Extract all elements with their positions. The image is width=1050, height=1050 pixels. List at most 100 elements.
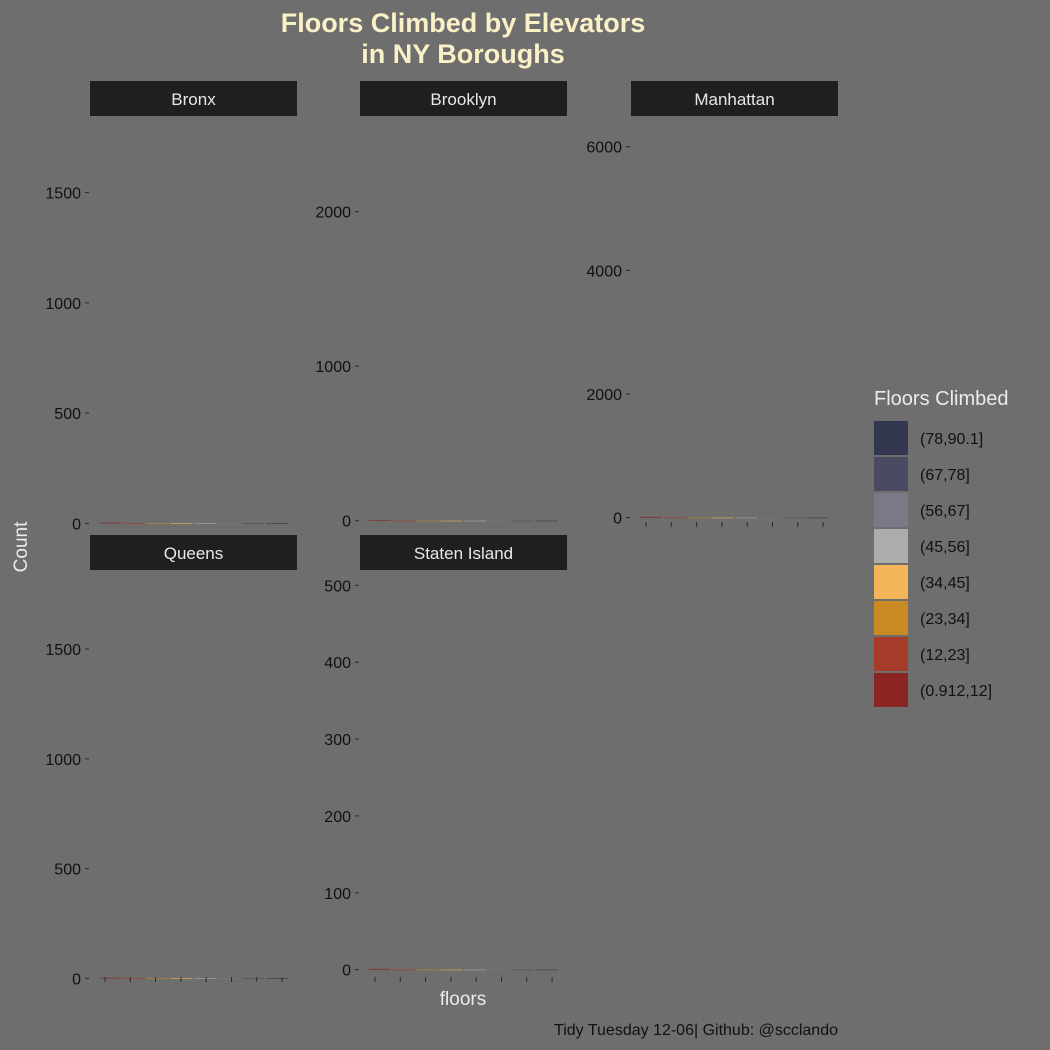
legend-item-7-label: (0.912,12] (920, 683, 992, 700)
y-tick-label-staten-island-500: 500 (324, 578, 351, 595)
y-tick-label-brooklyn-0: 0 (342, 514, 351, 531)
bar-manhattan-3 (711, 517, 734, 519)
y-tick-label-staten-island-300: 300 (324, 732, 351, 749)
bar-queens-6 (242, 978, 265, 980)
panel-brooklyn: Brooklyn 0 1000 2000 (315, 81, 567, 531)
strip-manhattan (631, 81, 838, 116)
bar-brooklyn-5 (488, 520, 511, 522)
bar-bronx-5 (218, 523, 241, 524)
legend-item-4-label: (34,45] (920, 575, 970, 592)
legend-item-1: (67,78] (874, 457, 970, 491)
bar-brooklyn-4 (464, 520, 487, 522)
legend-item-2-label: (56,67] (920, 503, 970, 520)
y-tick-label-manhattan-4000: 4000 (586, 263, 622, 280)
y-tick-label-bronx-1000: 1000 (45, 296, 81, 313)
strip-queens (90, 535, 297, 570)
strip-label-staten-island: Staten Island (414, 544, 513, 563)
bar-bronx-6 (242, 523, 265, 524)
y-tick-label-queens-0: 0 (72, 971, 81, 988)
legend-item-5-swatch (874, 601, 908, 635)
bar-manhattan-7 (807, 517, 829, 519)
panel-staten-island: Staten Island 0 100 200 300 400 500 (324, 535, 567, 982)
bar-staten-island-7 (536, 969, 558, 971)
bar-staten-island-4 (464, 969, 487, 971)
bar-staten-island-0 (369, 968, 391, 970)
legend-item-6: (12,23] (874, 637, 970, 671)
bar-manhattan-4 (735, 517, 758, 519)
legend-item-7: (0.912,12] (874, 673, 992, 707)
bar-queens-0 (99, 977, 121, 979)
chart-caption: Tidy Tuesday 12-06| Github: @scclаndo (554, 1022, 838, 1039)
legend: (78,90.1] (67,78] (56,67] (45,56] (34,45] (23… (874, 421, 992, 707)
bar-staten-island-5 (488, 969, 511, 971)
y-tick-label-queens-1500: 1500 (45, 642, 81, 659)
legend-item-5: (23,34] (874, 601, 970, 635)
legend-item-3: (45,56] (874, 529, 970, 563)
strip-label-bronx: Bronx (171, 90, 216, 109)
bar-queens-4 (194, 978, 217, 980)
bar-manhattan-6 (783, 517, 806, 519)
y-axis-title: Count (11, 521, 32, 572)
bar-manhattan-5 (759, 517, 782, 519)
bar-staten-island-6 (512, 969, 535, 971)
bar-bronx-3 (170, 523, 193, 524)
legend-item-4-swatch (874, 565, 908, 599)
y-tick-label-bronx-1500: 1500 (45, 186, 81, 203)
bar-queens-2 (146, 978, 169, 980)
bar-manhattan-0 (640, 516, 662, 518)
y-tick-label-brooklyn-1000: 1000 (315, 359, 351, 376)
bar-bronx-4 (194, 523, 217, 524)
bar-bronx-7 (266, 523, 288, 524)
bar-brooklyn-6 (512, 520, 535, 522)
bar-staten-island-1 (392, 969, 415, 971)
legend-item-0: (78,90.1] (874, 421, 983, 455)
bar-staten-island-2 (416, 969, 439, 971)
bar-queens-1 (122, 978, 145, 980)
y-tick-label-manhattan-0: 0 (613, 511, 622, 528)
legend-item-1-swatch (874, 457, 908, 491)
y-tick-label-brooklyn-2000: 2000 (315, 205, 351, 222)
legend-item-0-swatch (874, 421, 908, 455)
x-axis-title: floors (440, 989, 486, 1010)
y-tick-label-staten-island-400: 400 (324, 655, 351, 672)
y-tick-label-queens-1000: 1000 (45, 752, 81, 769)
chart-title-line-2: in NY Boroughs (361, 39, 565, 69)
y-tick-label-queens-500: 500 (54, 862, 81, 879)
y-tick-label-bronx-500: 500 (54, 406, 81, 423)
strip-staten-island (360, 535, 567, 570)
facet-panels: Bronx050010001500Brooklyn010002000Manhat… (45, 81, 838, 988)
strip-label-manhattan: Manhattan (694, 90, 774, 109)
legend-item-6-swatch (874, 637, 908, 671)
legend-item-1-label: (67,78] (920, 467, 970, 484)
bar-bronx-2 (146, 523, 169, 524)
legend-item-3-label: (45,56] (920, 539, 970, 556)
bar-queens-7 (266, 978, 288, 980)
bar-brooklyn-2 (416, 520, 439, 522)
y-tick-label-bronx-0: 0 (72, 516, 81, 533)
panel-bronx: Bronx 0 500 1000 1500 (45, 81, 297, 533)
legend-item-7-swatch (874, 673, 908, 707)
legend-item-2: (56,67] (874, 493, 970, 527)
bar-staten-island-3 (440, 969, 463, 971)
bar-manhattan-2 (687, 517, 710, 519)
panel-manhattan: Manhattan 0 2000 4000 6000 (586, 81, 838, 528)
strip-bronx (90, 81, 297, 116)
bar-brooklyn-3 (440, 520, 463, 522)
bar-queens-5 (218, 978, 241, 980)
strip-brooklyn (360, 81, 567, 116)
y-tick-label-staten-island-200: 200 (324, 809, 351, 826)
legend-title: Floors Climbed (874, 388, 1008, 410)
y-tick-label-manhattan-2000: 2000 (586, 387, 622, 404)
strip-label-brooklyn: Brooklyn (430, 90, 496, 109)
legend-item-5-label: (23,34] (920, 611, 970, 628)
bar-brooklyn-1 (392, 520, 415, 522)
panel-queens: Queens 0 500 1000 1500 (45, 535, 297, 988)
legend-item-2-swatch (874, 493, 908, 527)
y-tick-label-staten-island-100: 100 (324, 886, 351, 903)
legend-item-6-label: (12,23] (920, 647, 970, 664)
strip-label-queens: Queens (164, 544, 224, 563)
bar-brooklyn-0 (369, 520, 391, 521)
legend-item-3-swatch (874, 529, 908, 563)
bar-queens-3 (170, 978, 193, 980)
